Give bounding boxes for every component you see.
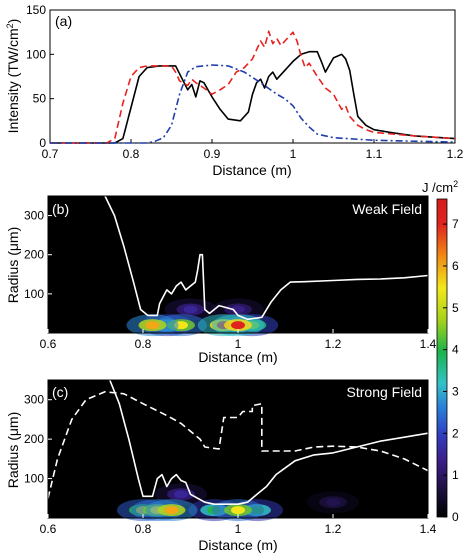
y-tick-label: 300: [24, 209, 44, 223]
x-tick-label: 0.6: [40, 337, 57, 351]
heatmap-hot-spot: [174, 490, 188, 499]
heatmap-hot-spot: [145, 321, 160, 330]
heatmap-hot-spot: [183, 305, 198, 314]
colorbar-tick-label: 3: [452, 384, 459, 398]
panel-b-annotation: Weak Field: [352, 201, 422, 217]
y-tick-label: 100: [24, 472, 44, 486]
heatmap-hot-spot: [231, 506, 245, 515]
panel-c-contours: [47, 379, 429, 505]
panel-a: 0.7 0.8 0.9 1 1.1 1.2 0 50 100 150 (a) Distance (…: [5, 3, 464, 178]
panel-a-series: [50, 30, 456, 144]
x-tick-label: 0.8: [135, 522, 152, 536]
y-tick-label: 100: [24, 287, 44, 301]
heatmap-hot-spot: [231, 321, 245, 330]
series-line-solid: [50, 50, 456, 144]
colorbar-tick-label: 5: [452, 301, 459, 315]
panel-c-ylabel: Radius (μm): [5, 412, 21, 489]
x-tick-label: 1.4: [420, 337, 437, 351]
y-tick-label: 200: [24, 248, 44, 262]
x-tick-label: 1.2: [447, 147, 464, 161]
y-tick-label: 150: [26, 3, 46, 17]
panel-b-ylabel: Radius (μm): [5, 227, 21, 304]
panel-c-label: (c): [52, 384, 68, 400]
colorbar-tick-label: 1: [452, 468, 459, 482]
x-tick-label: 0.9: [204, 147, 221, 161]
panel-b-contours: [104, 195, 429, 321]
y-tick-label: 0: [39, 136, 46, 150]
contour-line-solid: [104, 195, 429, 321]
heatmap-background: [48, 380, 428, 518]
series-line-dashed: [50, 30, 456, 144]
x-tick-label: 1: [235, 337, 242, 351]
colorbar-tick-label: 2: [452, 426, 459, 440]
panel-c-heatmap: [48, 380, 428, 522]
panel-c-xlabel: Distance (m): [198, 537, 277, 553]
panel-b: 0.6 0.8 1 1.2 1.4 100 200 300 (b) Weak Field Di…: [5, 195, 437, 365]
colorbar-tick-label: 0: [452, 510, 459, 524]
panel-a-frame: [49, 9, 456, 144]
heatmap-hot-spot: [326, 498, 340, 507]
panel-b-heatmap: [48, 196, 428, 337]
panel-c-annotation: Strong Field: [347, 384, 422, 400]
panel-a-xlabel: Distance (m): [212, 162, 291, 178]
panel-a-ylabel-text: Intensity (TW/cm: [5, 28, 21, 133]
x-tick-label: 1: [290, 147, 297, 161]
series-line-dashdot: [50, 64, 456, 144]
x-tick-label: 1.1: [366, 147, 383, 161]
y-tick-label: 50: [33, 92, 47, 106]
colorbar-tick-label: 4: [452, 343, 459, 357]
panel-b-ticks: 0.6 0.8 1 1.2 1.4 100 200 300: [24, 209, 437, 351]
contour-line-solid: [109, 379, 429, 505]
panel-a-ylabel: Intensity (TW/cm2): [5, 19, 21, 134]
x-tick-label: 1.2: [325, 337, 342, 351]
x-tick-label: 0.8: [123, 147, 140, 161]
x-tick-label: 1.2: [325, 522, 342, 536]
heatmap-hot-spot: [164, 506, 179, 515]
panel-a-label: (a): [55, 13, 72, 29]
colorbar-gradient: [436, 198, 448, 518]
x-tick-label: 1: [235, 522, 242, 536]
colorbar-unit-text: J /cm: [422, 180, 453, 195]
panel-b-label: (b): [52, 201, 69, 217]
panel-a-ylabel-sup: 2: [5, 23, 15, 28]
panel-a-ticks: 0.7 0.8 0.9 1 1.1 1.2 0 50 100 150: [26, 3, 464, 161]
colorbar-unit-sup: 2: [453, 179, 458, 189]
panel-a-ylabel-close: ): [5, 19, 21, 24]
y-tick-label: 200: [24, 432, 44, 446]
colorbar-tick-label: 7: [452, 217, 459, 231]
x-tick-label: 0.7: [42, 147, 59, 161]
x-tick-label: 0.6: [40, 522, 57, 536]
x-tick-label: 0.8: [135, 337, 152, 351]
y-tick-label: 300: [24, 393, 44, 407]
contour-line-dashed: [47, 391, 429, 499]
colorbar-ticks: 0 1 2 3 4 5 6 7: [443, 217, 459, 524]
y-tick-label: 100: [26, 47, 46, 61]
colorbar-unit: J /cm2: [422, 179, 458, 195]
x-tick-label: 1.4: [420, 522, 437, 536]
colorbar-tick-label: 6: [452, 259, 459, 273]
panel-c-ticks: 0.6 0.8 1 1.2 1.4 100 200 300: [24, 393, 437, 536]
panel-b-xlabel: Distance (m): [198, 349, 277, 365]
